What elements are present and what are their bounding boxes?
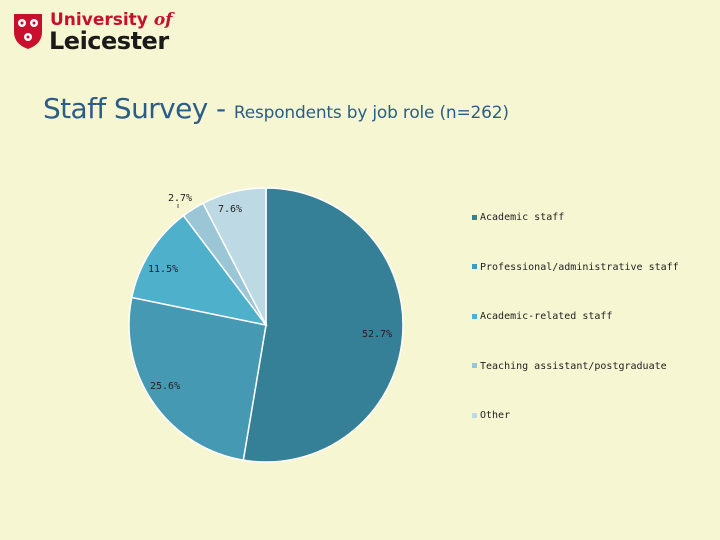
pie-data-label-1: 25.6% <box>150 381 180 392</box>
slide-title-sub: Respondents by job role (n=262) <box>233 103 509 123</box>
legend-label: Teaching assistant/postgraduate <box>480 360 667 372</box>
logo-line1-of: of <box>153 10 173 30</box>
legend-label: Professional/administrative staff <box>480 261 679 273</box>
pie-data-labels: 52.7% 25.6% 11.5% 2.7% 7.6% <box>148 193 392 392</box>
pie-slices <box>128 187 404 463</box>
pie-slice-1 <box>128 296 267 461</box>
pie-slice-2 <box>130 214 268 327</box>
pie-data-label-0: 52.7% <box>362 329 392 340</box>
pie-slice-4 <box>202 187 267 326</box>
pie-slice-0 <box>242 187 404 463</box>
crest-icon <box>14 14 42 49</box>
logo-university-text: University of <box>50 10 172 30</box>
logo-line1: University <box>50 10 148 30</box>
legend-swatch <box>472 214 477 220</box>
legend-swatch <box>472 363 477 368</box>
legend-item-1: Professional/administrative staff <box>472 262 679 273</box>
slide-title: Staff Survey - Respondents by job role (… <box>43 92 509 125</box>
legend-item-3: Teaching assistant/postgraduate <box>472 361 667 372</box>
legend-label: Academic staff <box>480 212 565 223</box>
legend-item-2: Academic-related staff <box>472 311 612 322</box>
legend-item-4: Other <box>472 410 510 421</box>
university-logo: University of Leicester <box>12 10 172 55</box>
legend-item-0: Academic staff <box>472 212 564 223</box>
pie-data-label-2: 11.5% <box>148 264 178 275</box>
logo-line2: Leicester <box>49 27 169 55</box>
slide-title-main: Staff Survey - <box>43 92 234 125</box>
legend-label: Academic-related staff <box>480 311 613 322</box>
pie-data-label-4: 7.6% <box>218 204 242 215</box>
legend-swatch <box>472 264 477 269</box>
legend-swatch <box>472 313 477 319</box>
legend-label: Other <box>480 410 511 421</box>
pie-data-label-3: 2.7% <box>168 193 192 204</box>
legend-swatch <box>472 412 477 418</box>
